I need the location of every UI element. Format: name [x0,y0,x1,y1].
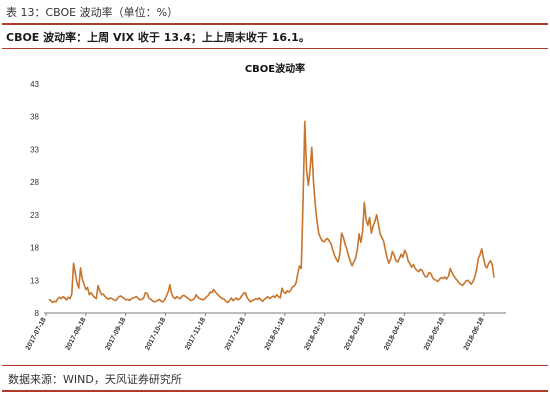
x-tick-label: 2018-05-18 [423,317,446,352]
x-tick-label: 2018-01-18 [264,317,287,352]
middle-rule [2,48,548,49]
y-axis: 8 13 18 23 28 33 38 43 [30,80,39,318]
y-tick-label: 43 [30,80,39,89]
y-tick-label: 23 [30,211,39,220]
top-rule [2,23,548,25]
x-axis: 2017-07-18 2017-08-18 2017-09-18 2017-10-18… [25,312,506,352]
y-tick-label: 13 [30,276,39,285]
chart-title: CBOE波动率 [244,64,306,75]
x-tick-label: 2017-11-18 [184,317,207,352]
source-note: 数据来源：WIND，天风证券研究所 [8,373,182,386]
y-tick-label: 33 [30,145,39,154]
plot-area [48,120,495,304]
y-tick-label: 8 [35,309,40,318]
x-tick-label: 2017-12-18 [224,317,247,352]
x-tick-label: 2017-09-18 [104,317,127,352]
end-rule [2,390,548,392]
y-tick-label: 18 [30,244,39,253]
x-tick-label: 2018-04-18 [383,317,406,352]
x-tick-label: 2017-10-18 [144,317,167,352]
x-tick-label: 2018-06-18 [463,317,486,352]
x-tick-label: 2017-08-18 [65,317,88,352]
y-tick-label: 38 [30,113,39,122]
bottom-rule [2,365,548,366]
x-tick-label: 2017-07-18 [25,317,48,352]
headline: CBOE 波动率：上周 VIX 收于 13.4；上上周末收于 16.1。 [6,31,310,44]
vix-series-line [48,120,495,304]
y-tick-label: 28 [30,178,39,187]
x-tick-label: 2018-02-18 [303,317,326,352]
x-tick-label: 2018-03-18 [343,317,366,352]
figure-caption: 表 13：CBOE 波动率（单位：%） [6,6,179,19]
